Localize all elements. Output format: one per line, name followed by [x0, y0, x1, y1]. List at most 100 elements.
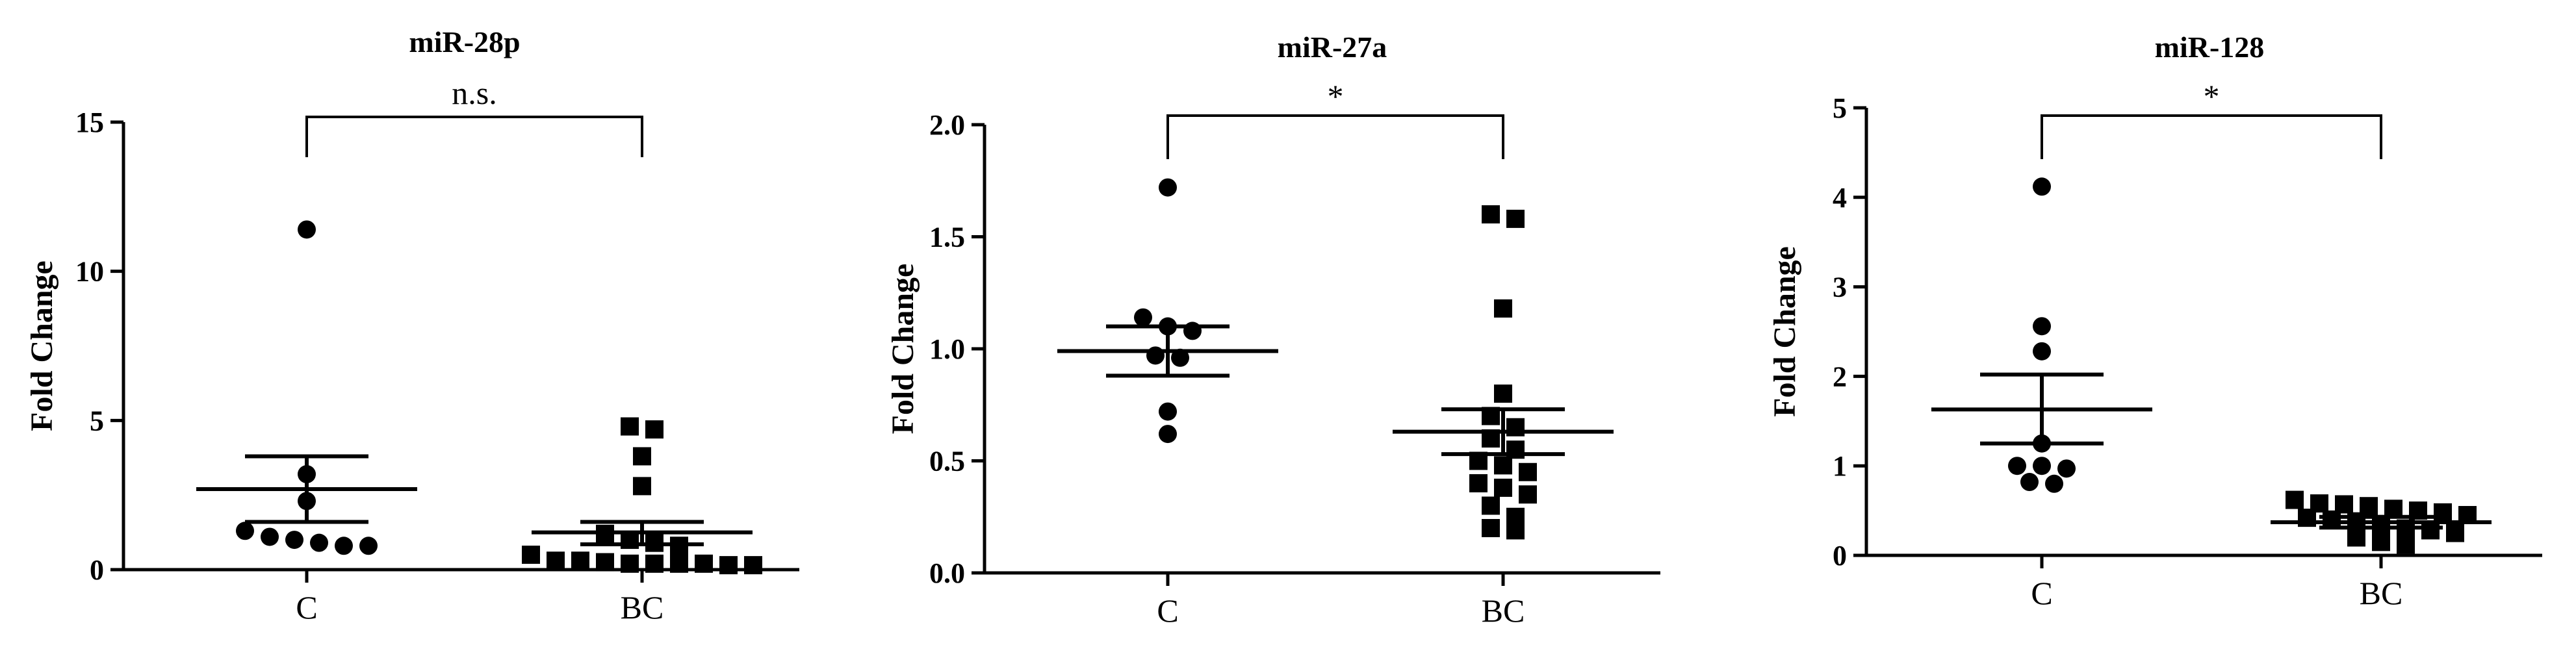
data-point-bc [1519, 485, 1537, 504]
data-point-bc [2397, 519, 2415, 538]
data-point-bc [2323, 510, 2341, 529]
data-point-bc [2298, 509, 2316, 527]
data-point-bc [1469, 451, 1488, 470]
data-point-bc [2335, 495, 2353, 514]
data-point-bc [2446, 524, 2464, 542]
data-point-bc [1506, 418, 1525, 436]
data-point-bc [633, 447, 651, 466]
y-tick-label: 3 [1833, 272, 1847, 303]
data-point-c [2033, 177, 2051, 196]
data-point-bc [1482, 496, 1500, 515]
chart-panel-1: miR-28p Fold Change 0 5 10 15 C BC n.s. [25, 25, 799, 626]
y-tick-label: 1.0 [929, 333, 965, 365]
data-point-c [2033, 434, 2051, 453]
data-point-bc [1494, 456, 1512, 475]
y-tick-label: 10 [75, 256, 104, 288]
y-axis-label: Fold Change [1768, 246, 1802, 417]
y-tick-label: 5 [90, 405, 104, 436]
chart-panel-2: miR-27a Fold Change 0.0 0.5 1.0 1.5 2.0 C BC * [886, 31, 1660, 629]
y-axis-label: Fold Change [25, 260, 59, 431]
data-point-c [1171, 348, 1189, 367]
data-point-bc [1494, 385, 1512, 403]
data-point-c [298, 465, 316, 484]
y-tick-label: 1.5 [929, 221, 965, 253]
x-tick-label: BC [621, 589, 664, 626]
significance-bracket [2041, 114, 2382, 159]
data-point-c [2033, 457, 2051, 475]
y-tick-label: 4 [1833, 182, 1847, 214]
data-point-bc [670, 554, 688, 573]
series-BC [522, 417, 762, 575]
y-tick-label: 5 [1833, 92, 1847, 124]
data-point-c [2020, 473, 2039, 492]
data-point-bc [670, 537, 688, 555]
significance-label: * [1328, 78, 1344, 114]
series-C [196, 220, 417, 555]
data-point-bc [596, 553, 614, 572]
data-point-bc [621, 417, 639, 436]
data-point-c [1159, 178, 1177, 197]
significance-label: n.s. [452, 75, 496, 111]
y-tick-label: 2 [1833, 360, 1847, 392]
data-point-c [2057, 459, 2076, 478]
data-point-bc [633, 477, 651, 496]
y-tick-label: 0 [1833, 540, 1847, 572]
series-C [1057, 178, 1278, 444]
data-point-c [1159, 317, 1177, 336]
data-point-c [2045, 474, 2063, 493]
y-tick-label: 0.5 [929, 446, 965, 477]
data-point-c [1183, 322, 1202, 340]
significance-bracket [1166, 114, 1504, 159]
y-tick-label: 1 [1833, 450, 1847, 482]
data-point-bc [522, 546, 540, 564]
y-tick-label: 2.0 [929, 109, 965, 141]
data-point-c [285, 531, 303, 550]
data-point-bc [1494, 478, 1512, 497]
series-C [1931, 177, 2152, 493]
data-point-bc [2397, 535, 2415, 554]
data-point-bc [2372, 533, 2390, 551]
data-point-bc [1469, 474, 1488, 492]
data-point-bc [1506, 209, 1525, 228]
data-point-c [1159, 425, 1177, 444]
data-point-bc [1482, 205, 1500, 223]
data-point-c [1134, 308, 1152, 327]
data-point-bc [2347, 512, 2365, 531]
data-point-bc [547, 551, 565, 570]
data-point-bc [1482, 429, 1500, 448]
data-point-bc [2360, 497, 2378, 516]
data-point-c [1159, 402, 1177, 421]
data-point-bc [621, 554, 639, 573]
data-point-bc [1506, 440, 1525, 459]
data-point-bc [2434, 503, 2452, 522]
data-point-bc [2347, 528, 2365, 547]
data-point-bc [1519, 462, 1537, 481]
data-point-bc [621, 531, 639, 550]
data-point-c [2033, 342, 2051, 360]
data-point-bc [2409, 501, 2427, 520]
data-point-c [1146, 346, 1165, 365]
y-axis-label: Fold Change [886, 264, 920, 435]
data-point-c [2008, 457, 2026, 475]
data-point-bc [719, 556, 738, 575]
data-point-c [236, 522, 254, 540]
chart-title: miR-28p [409, 25, 520, 58]
data-point-bc [645, 554, 663, 573]
series-BC [1393, 205, 1614, 540]
data-point-c [261, 527, 279, 546]
data-point-c [298, 220, 316, 239]
y-tick-label: 0.0 [929, 557, 965, 589]
x-tick-label: C [296, 589, 317, 626]
data-point-bc [744, 556, 762, 575]
series-BC [2271, 490, 2492, 554]
data-point-c [298, 492, 316, 511]
x-tick-label: BC [2360, 575, 2403, 611]
significance-bracket [305, 116, 643, 157]
data-point-bc [596, 524, 614, 543]
y-tick-label: 15 [75, 107, 104, 138]
data-point-bc [645, 533, 663, 552]
data-point-bc [2458, 505, 2477, 524]
x-tick-label: BC [1482, 592, 1525, 629]
y-tick-label: 0 [90, 554, 104, 586]
